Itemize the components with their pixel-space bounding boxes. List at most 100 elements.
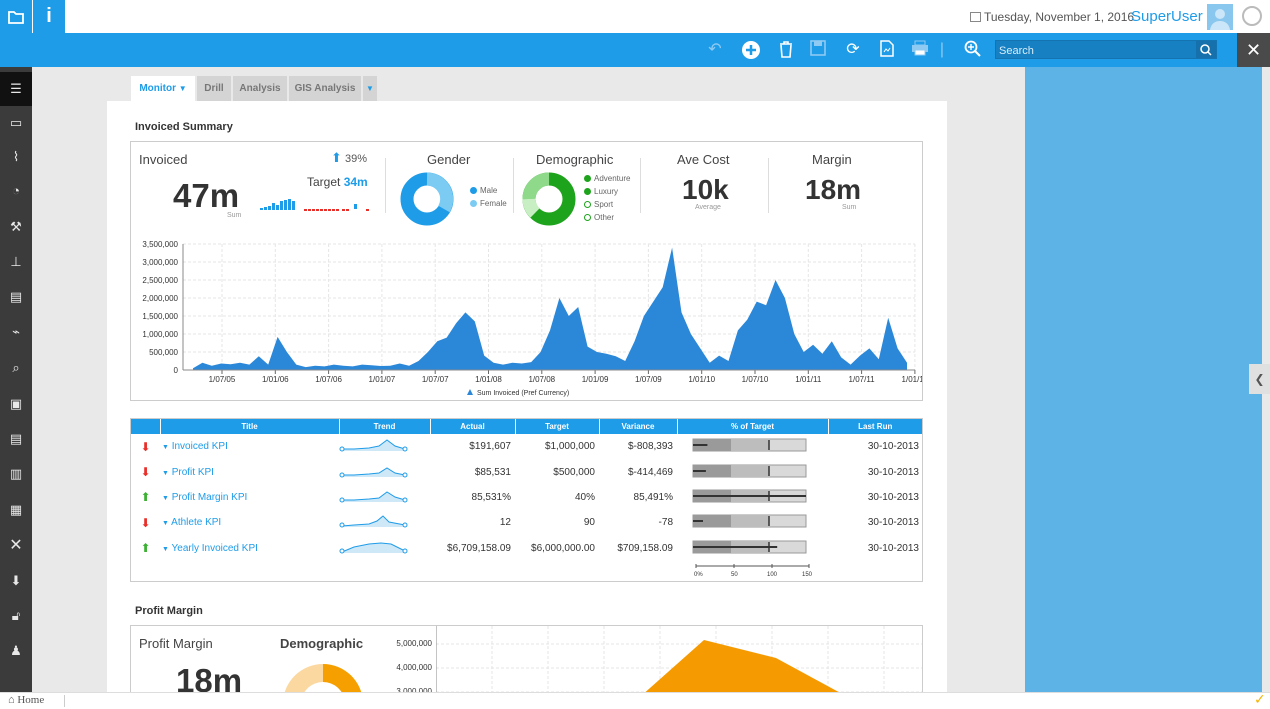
last-run-cell: 30-10-2013 xyxy=(867,491,919,503)
y-tick-label: 0 xyxy=(174,366,179,375)
left-sidebar: ☰ ▭ ⌇ ◔ ⚒ ⊥ ▤ ⌁ ⌕ ▣ ▤ ▥ ▦ ✕ ⬇ 🔓︎ ♟ xyxy=(0,67,32,692)
avatar[interactable] xyxy=(1207,4,1233,30)
dashboard-icon[interactable]: ◔ xyxy=(12,183,20,198)
bullet-bar xyxy=(692,464,807,478)
delete-icon[interactable] xyxy=(776,40,796,60)
x-tick-label: 1/07/08 xyxy=(528,375,555,384)
demographic-label: Demographic xyxy=(536,152,614,167)
variance-cell: $-414,469 xyxy=(627,466,673,478)
search-input[interactable] xyxy=(996,42,1196,60)
actual-cell: $191,607 xyxy=(469,441,511,453)
kpi-title-link[interactable]: Invoiced KPI xyxy=(171,441,228,453)
folder-icon[interactable] xyxy=(0,0,32,33)
col-last-run[interactable]: Last Run xyxy=(828,419,922,434)
wrench-icon[interactable]: ⚒ xyxy=(10,219,22,234)
table-row[interactable]: ⬆ ▼ Yearly Invoiced KPI $6,709,158.09 $6,00… xyxy=(131,536,922,561)
comment-icon[interactable]: ▭ xyxy=(9,115,23,130)
home-link[interactable]: ⌂ Home xyxy=(8,694,44,706)
col-target[interactable]: Target xyxy=(515,419,600,434)
chevron-down-icon[interactable]: ▼ xyxy=(162,494,169,502)
x-tick-label: 1/01/07 xyxy=(369,375,396,384)
col-title[interactable]: Title xyxy=(160,419,340,434)
table-row[interactable]: ⬆ ▼ Profit Margin KPI 85,531% 40% 85,491% 30-… xyxy=(131,485,922,510)
legend-other: Other xyxy=(584,211,630,224)
print-icon[interactable] xyxy=(910,40,930,60)
feed-icon[interactable]: ⌁ xyxy=(12,324,20,339)
power-icon[interactable] xyxy=(1242,6,1262,26)
status-cell: ⬆ xyxy=(131,485,160,510)
table-row[interactable]: ⬇ ▼ Athlete KPI 12 90 -78 30-10-2013 xyxy=(131,510,922,535)
chevron-down-icon[interactable]: ▼ xyxy=(162,520,169,528)
arrow-up-icon: ⬆ xyxy=(331,150,342,165)
chevron-left-icon[interactable]: ❮ xyxy=(1249,364,1270,394)
add-report-icon[interactable]: ▣ xyxy=(9,396,23,411)
kpi-title-link[interactable]: Profit KPI xyxy=(171,466,214,478)
gender-legend: Male Female xyxy=(470,186,507,208)
tab-drill[interactable]: Drill xyxy=(197,76,231,101)
tabs-more-icon[interactable]: ▼ xyxy=(363,76,377,101)
legend-female: Female xyxy=(470,199,507,208)
margin-sub: Sum xyxy=(842,204,857,211)
y-tick-label: 5,000,000 xyxy=(396,639,432,648)
kpi-title-link[interactable]: Athlete KPI xyxy=(171,517,222,529)
storyboard-icon[interactable]: ▥ xyxy=(9,466,23,481)
actual-cell: $85,531 xyxy=(474,466,511,478)
x-tick-label: 1/07/06 xyxy=(315,375,342,384)
zoom-icon[interactable] xyxy=(963,40,983,60)
variance-cell: -78 xyxy=(658,517,673,529)
pct-target-cell xyxy=(677,536,828,561)
toolbar-divider: | xyxy=(939,41,945,58)
save-icon[interactable] xyxy=(808,40,828,60)
title-cell[interactable]: ▼ Profit KPI xyxy=(160,459,339,484)
attachment-icon[interactable]: ⌇ xyxy=(12,149,20,164)
tab-gis-analysis[interactable]: GIS Analysis xyxy=(289,76,361,101)
col-variance[interactable]: Variance xyxy=(599,419,678,434)
y-tick-label: 500,000 xyxy=(149,348,178,357)
report-icon[interactable]: ▤ xyxy=(9,289,23,304)
user-name[interactable]: SuperUser xyxy=(1131,8,1203,25)
col-actual[interactable]: Actual xyxy=(430,419,516,434)
table-row[interactable]: ⬇ ▼ Invoiced KPI $191,607 $1,000,000 $-808,3… xyxy=(131,434,922,459)
current-date: Tuesday, November 1, 2016 xyxy=(970,10,1134,24)
chevron-down-icon[interactable]: ▼ xyxy=(162,545,169,553)
browse-icon[interactable]: ⌕ xyxy=(12,360,20,375)
x-icon[interactable]: ✕ xyxy=(9,537,23,554)
report-canvas: Invoiced Summary Invoiced 47m Sum ⬆ 39% … xyxy=(107,101,947,706)
last-run-cell: 30-10-2013 xyxy=(867,517,919,529)
chevron-down-icon[interactable]: ▼ xyxy=(162,444,169,452)
pm-area-series xyxy=(641,640,846,696)
search-report-icon[interactable]: ▦ xyxy=(9,502,23,517)
lock-icon[interactable]: 🔓︎ xyxy=(11,608,21,623)
table-row[interactable]: ⬇ ▼ Profit KPI $85,531 $500,000 $-414,469 30-… xyxy=(131,459,922,484)
title-cell[interactable]: ▼ Invoiced KPI xyxy=(160,434,339,459)
title-cell[interactable]: ▼ Yearly Invoiced KPI xyxy=(160,536,339,561)
invoiced-value: 47m xyxy=(173,177,240,214)
user-admin-icon[interactable]: ♟ xyxy=(10,643,22,658)
add-icon[interactable] xyxy=(741,40,761,60)
kpi-title-link[interactable]: Profit Margin KPI xyxy=(171,491,248,503)
search-icon[interactable] xyxy=(1196,41,1216,58)
bullet-scale: 0% 50 100 150 xyxy=(694,564,813,578)
undo-icon[interactable]: ↶ xyxy=(708,41,722,58)
col-pct-target[interactable]: % of Target xyxy=(677,419,829,434)
gender-donut xyxy=(400,172,454,226)
title-cell[interactable]: ▼ Athlete KPI xyxy=(160,510,339,535)
trend-sparkline xyxy=(339,466,408,478)
kpi-title-link[interactable]: Yearly Invoiced KPI xyxy=(171,542,258,554)
chevron-down-icon[interactable]: ▼ xyxy=(162,469,169,477)
col-trend[interactable]: Trend xyxy=(339,419,431,434)
tab-analysis[interactable]: Analysis xyxy=(233,76,287,101)
kpi-table-box: Title Trend Actual Target Variance % of … xyxy=(130,418,923,582)
info-icon[interactable]: i xyxy=(33,0,65,33)
title-cell[interactable]: ▼ Profit Margin KPI xyxy=(160,485,339,510)
refresh-icon[interactable]: ⟳ xyxy=(846,41,860,58)
import-icon[interactable]: ⬇ xyxy=(10,573,22,588)
document-icon[interactable]: ▤ xyxy=(9,431,23,446)
bullet-bar xyxy=(692,438,807,452)
close-icon[interactable]: ✕ xyxy=(1237,33,1270,67)
hierarchy-icon[interactable]: ⊥ xyxy=(10,254,22,269)
arrow-down-icon: ⬇ xyxy=(140,439,151,454)
tab-monitor[interactable]: Monitor ▼ xyxy=(131,76,195,101)
menu-icon[interactable]: ☰ xyxy=(0,72,32,106)
export-icon[interactable] xyxy=(877,40,897,60)
